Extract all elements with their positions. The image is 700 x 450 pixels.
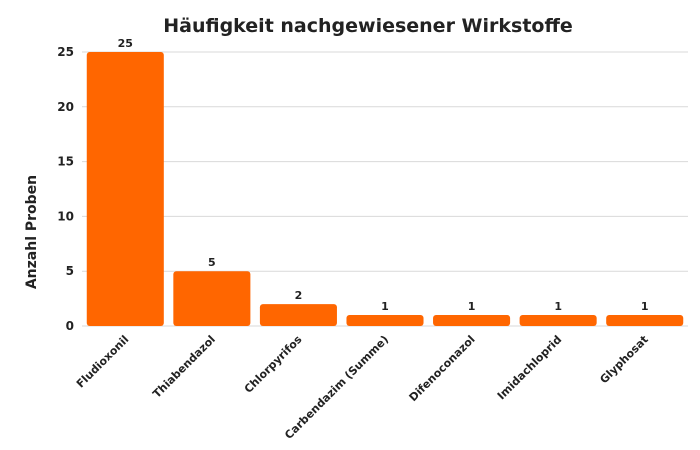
y-axis-ticks: 0 5 10 15 20 25	[57, 45, 74, 333]
y-tick-label: 5	[66, 264, 74, 278]
bar-3	[346, 315, 424, 326]
data-label: 2	[295, 289, 303, 302]
bar-1	[173, 271, 251, 326]
gridlines	[82, 51, 688, 327]
y-tick-label: 20	[57, 100, 74, 114]
data-label: 1	[468, 300, 476, 313]
x-tick-label: Imidachloprid	[495, 333, 564, 402]
bar-5	[519, 315, 597, 326]
y-tick-label: 15	[57, 155, 74, 169]
x-tick-label: Chlorpyrifos	[242, 333, 305, 396]
data-label: 1	[554, 300, 562, 313]
y-axis-label: Anzahl Proben	[24, 175, 40, 289]
y-tick-label: 0	[66, 319, 74, 333]
x-tick-label: Thiabendazol	[150, 333, 218, 401]
x-tick-label: Glyphosat	[597, 333, 650, 386]
data-label: 1	[641, 300, 649, 313]
x-tick-label: Fludioxonil	[74, 333, 132, 391]
data-label: 5	[208, 256, 216, 269]
x-tick-label: Carbendazim (Summe)	[282, 333, 391, 442]
chart-title: Häufigkeit nachgewiesener Wirkstoffe	[163, 15, 573, 37]
x-axis-ticks: Fludioxonil Thiabendazol ChlorpyrifosCarbe…	[74, 333, 651, 442]
y-tick-label: 25	[57, 45, 74, 59]
data-labels: 25 5 2 1 1 1 1	[118, 37, 649, 313]
x-tick-label: Difenoconazol	[407, 333, 478, 404]
data-label: 25	[118, 37, 133, 50]
data-label: 1	[381, 300, 389, 313]
bar-0	[86, 52, 164, 326]
bar-2	[259, 304, 337, 326]
y-tick-label: 10	[57, 209, 74, 223]
bar-4	[433, 315, 511, 326]
bars	[86, 52, 684, 326]
bar-6	[606, 315, 684, 326]
